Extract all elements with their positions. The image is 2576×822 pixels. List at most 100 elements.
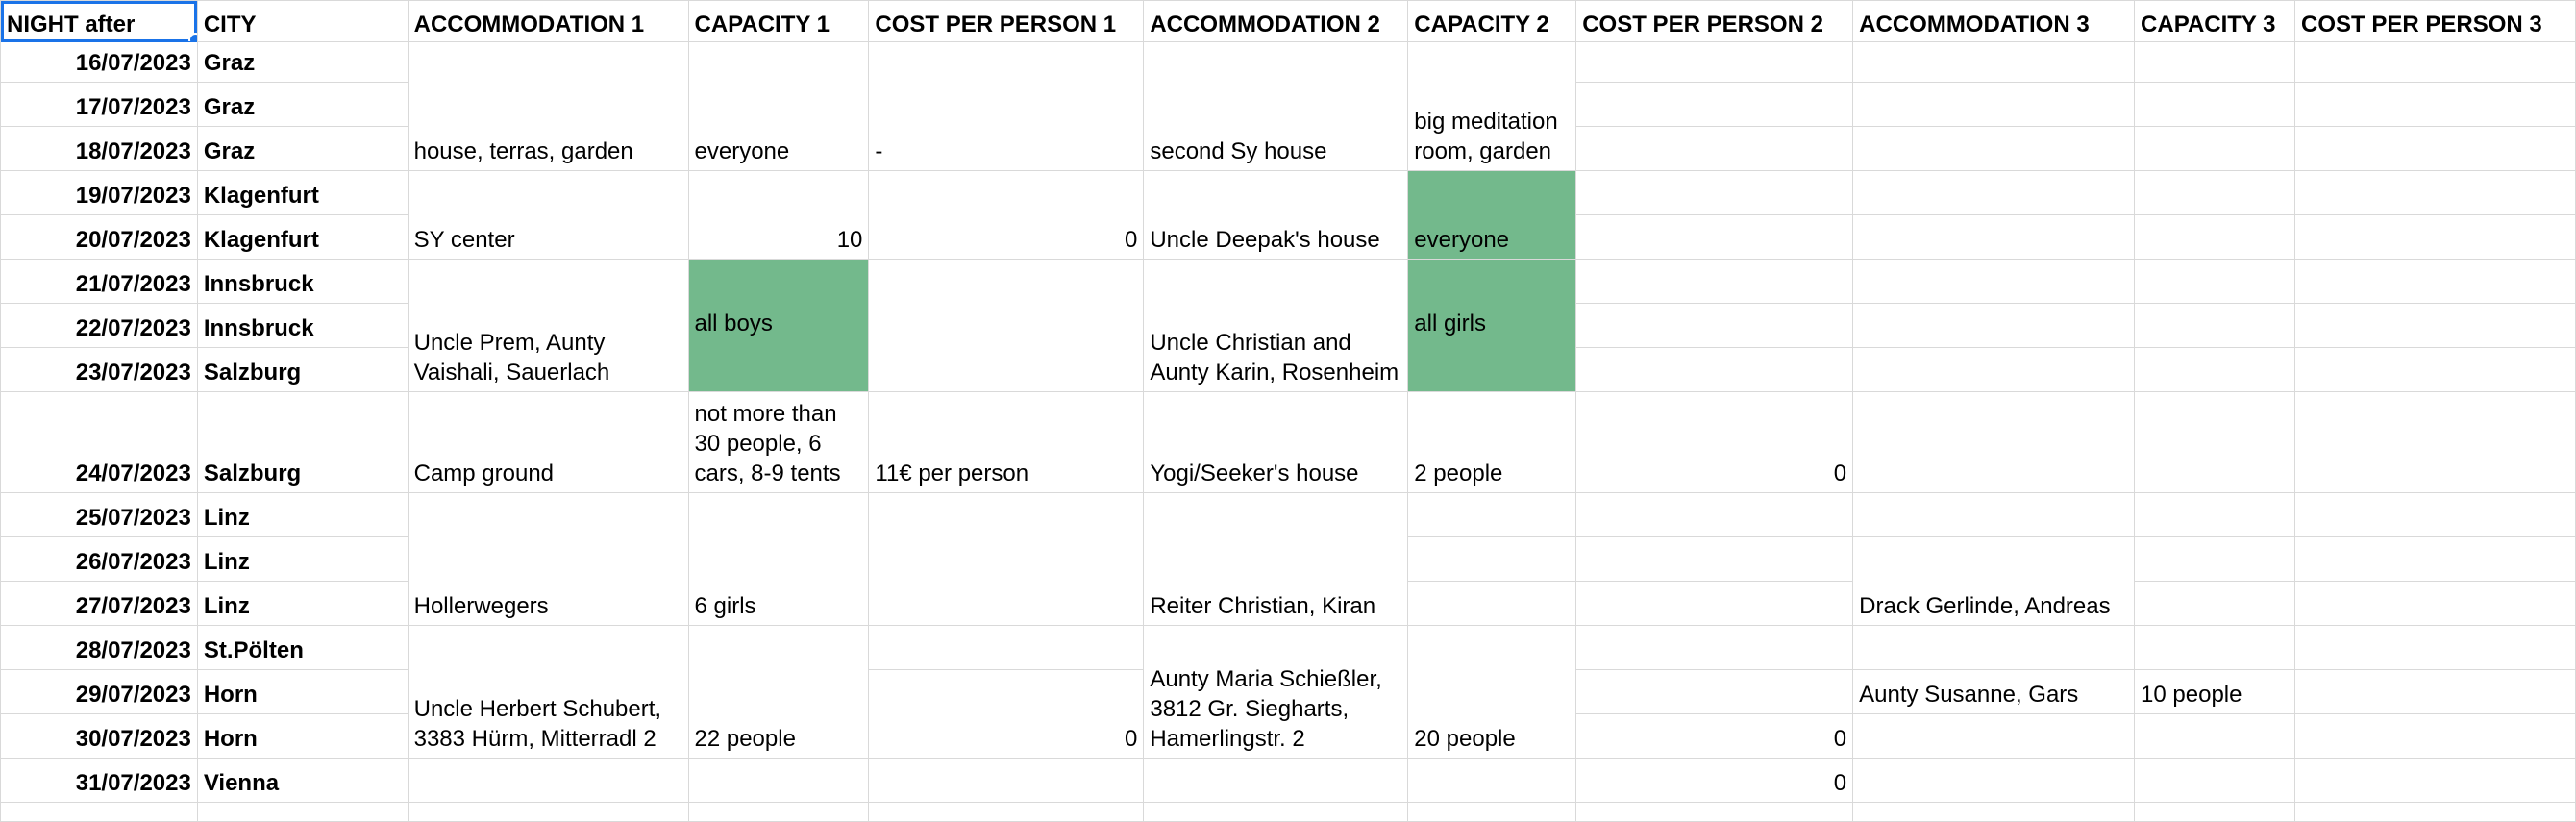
accommodation-1-cell[interactable]: Uncle Herbert Schubert, 3383 Hürm, Mitte… (407, 625, 689, 759)
header-cell-cost-per-person-3[interactable]: COST PER PERSON 3 (2294, 0, 2576, 42)
city-cell[interactable]: Vienna (196, 758, 409, 803)
cost-per-person-1-cell[interactable] (868, 758, 1145, 803)
capacity-2-cell[interactable] (1407, 758, 1577, 803)
accommodation-3-cell[interactable] (1852, 126, 2136, 171)
city-cell[interactable]: Innsbruck (196, 303, 409, 348)
cost-per-person-2-cell[interactable] (1575, 347, 1854, 392)
header-cell-night-after[interactable]: NIGHT after (0, 0, 198, 42)
accommodation-2-cell[interactable]: Yogi/Seeker's house (1143, 391, 1409, 493)
cost-per-person-3-cell[interactable] (2294, 713, 2576, 759)
capacity-3-cell[interactable] (2134, 170, 2295, 215)
cost-per-person-3-cell[interactable] (2294, 536, 2576, 582)
cost-per-person-3-cell[interactable] (2294, 126, 2576, 171)
cost-per-person-1-cell[interactable]: 0 (868, 170, 1145, 260)
capacity-3-cell[interactable] (2134, 82, 2295, 127)
capacity-1-cell[interactable]: 10 (687, 170, 870, 260)
cost-per-person-2-cell[interactable] (1575, 82, 1854, 127)
accommodation-2-cell[interactable]: Uncle Christian and Aunty Karin, Rosenhe… (1143, 259, 1409, 392)
accommodation-3-cell[interactable] (1852, 303, 2136, 348)
cost-per-person-1-cell[interactable]: 0 (868, 669, 1145, 759)
accommodation-1-cell[interactable]: Camp ground (407, 391, 689, 493)
cost-per-person-3-cell[interactable] (2294, 82, 2576, 127)
header-cell-accommodation-1[interactable]: ACCOMMODATION 1 (407, 0, 689, 42)
cost-per-person-3-cell[interactable] (2294, 758, 2576, 803)
accommodation-1-cell[interactable]: Hollerwegers (407, 492, 689, 626)
cost-per-person-2-cell[interactable] (1575, 625, 1854, 670)
accommodation-2-cell[interactable]: second Sy house (1143, 41, 1409, 171)
cost-per-person-2-cell[interactable] (1575, 41, 1854, 83)
cost-per-person-1-cell[interactable]: - (868, 41, 1145, 171)
header-cell-capacity-3[interactable]: CAPACITY 3 (2134, 0, 2295, 42)
city-cell[interactable]: Salzburg (196, 391, 409, 493)
city-cell[interactable]: Graz (196, 41, 409, 83)
cost-per-person-3-cell[interactable] (2294, 802, 2576, 822)
capacity-2-cell[interactable]: everyone (1407, 170, 1577, 260)
cost-per-person-2-cell[interactable] (1575, 492, 1854, 537)
date-cell[interactable]: 25/07/2023 (0, 492, 198, 537)
cost-per-person-1-cell[interactable] (868, 492, 1145, 626)
date-cell[interactable]: 22/07/2023 (0, 303, 198, 348)
cost-per-person-2-cell[interactable]: 0 (1575, 713, 1854, 759)
cost-per-person-3-cell[interactable] (2294, 625, 2576, 670)
date-cell[interactable]: 27/07/2023 (0, 581, 198, 626)
capacity-3-cell[interactable] (2134, 259, 2295, 304)
city-cell[interactable]: Linz (196, 581, 409, 626)
date-cell[interactable]: 30/07/2023 (0, 713, 198, 759)
capacity-1-cell[interactable] (687, 758, 870, 803)
cost-per-person-2-cell[interactable]: 0 (1575, 391, 1854, 493)
capacity-2-cell[interactable] (1407, 581, 1577, 626)
date-cell[interactable]: 17/07/2023 (0, 82, 198, 127)
accommodation-3-cell[interactable] (1852, 713, 2136, 759)
accommodation-3-cell[interactable] (1852, 625, 2136, 670)
accommodation-3-cell[interactable] (1852, 41, 2136, 83)
city-cell[interactable]: St.Pölten (196, 625, 409, 670)
cost-per-person-1-cell[interactable] (868, 259, 1145, 392)
city-cell[interactable]: Klagenfurt (196, 214, 409, 260)
cost-per-person-2-cell[interactable]: 0 (1575, 758, 1854, 803)
accommodation-1-cell[interactable]: Uncle Prem, Aunty Vaishali, Sauerlach (407, 259, 689, 392)
capacity-3-cell[interactable] (2134, 303, 2295, 348)
date-cell[interactable]: 18/07/2023 (0, 126, 198, 171)
city-cell[interactable]: Innsbruck (196, 259, 409, 304)
city-cell[interactable]: Horn (196, 669, 409, 714)
header-cell-capacity-1[interactable]: CAPACITY 1 (687, 0, 870, 42)
capacity-3-cell[interactable] (2134, 492, 2295, 537)
accommodation-1-cell[interactable] (407, 758, 689, 803)
cost-per-person-1-cell[interactable] (868, 802, 1145, 822)
accommodation-3-cell[interactable]: Drack Gerlinde, Andreas (1852, 536, 2136, 626)
city-cell[interactable]: Klagenfurt (196, 170, 409, 215)
cost-per-person-2-cell[interactable] (1575, 536, 1854, 582)
capacity-3-cell[interactable] (2134, 214, 2295, 260)
accommodation-3-cell[interactable] (1852, 170, 2136, 215)
capacity-2-cell[interactable] (1407, 492, 1577, 537)
accommodation-3-cell[interactable] (1852, 492, 2136, 537)
cost-per-person-3-cell[interactable] (2294, 391, 2576, 493)
accommodation-2-cell[interactable]: Aunty Maria Schießler, 3812 Gr. Sieghart… (1143, 625, 1409, 759)
capacity-3-cell[interactable] (2134, 41, 2295, 83)
city-cell[interactable]: Horn (196, 713, 409, 759)
city-cell[interactable] (196, 802, 409, 822)
cost-per-person-1-cell[interactable]: 11€ per person (868, 391, 1145, 493)
header-cell-city[interactable]: CITY (196, 0, 409, 42)
header-cell-accommodation-3[interactable]: ACCOMMODATION 3 (1852, 0, 2136, 42)
cost-per-person-3-cell[interactable] (2294, 259, 2576, 304)
date-cell[interactable]: 21/07/2023 (0, 259, 198, 304)
cost-per-person-1-cell[interactable] (868, 625, 1145, 670)
capacity-3-cell[interactable] (2134, 625, 2295, 670)
header-cell-cost-per-person-2[interactable]: COST PER PERSON 2 (1575, 0, 1854, 42)
capacity-2-cell[interactable]: big meditation room, garden (1407, 41, 1577, 171)
accommodation-3-cell[interactable] (1852, 347, 2136, 392)
date-cell[interactable]: 26/07/2023 (0, 536, 198, 582)
accommodation-3-cell[interactable]: Aunty Susanne, Gars (1852, 669, 2136, 714)
capacity-1-cell[interactable]: all boys (687, 259, 870, 392)
date-cell[interactable]: 28/07/2023 (0, 625, 198, 670)
capacity-2-cell[interactable] (1407, 536, 1577, 582)
city-cell[interactable]: Graz (196, 82, 409, 127)
header-cell-accommodation-2[interactable]: ACCOMMODATION 2 (1143, 0, 1409, 42)
accommodation-1-cell[interactable]: SY center (407, 170, 689, 260)
capacity-3-cell[interactable] (2134, 347, 2295, 392)
cost-per-person-3-cell[interactable] (2294, 669, 2576, 714)
accommodation-2-cell[interactable]: Reiter Christian, Kiran (1143, 492, 1409, 626)
capacity-3-cell[interactable] (2134, 581, 2295, 626)
capacity-3-cell[interactable]: 10 people (2134, 669, 2295, 714)
